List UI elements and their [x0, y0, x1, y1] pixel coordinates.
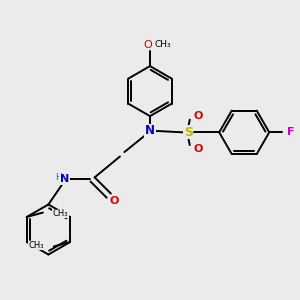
- Text: S: S: [184, 126, 193, 139]
- Text: F: F: [287, 127, 294, 137]
- Text: O: O: [143, 40, 152, 50]
- Text: CH₃: CH₃: [29, 241, 44, 250]
- Text: N: N: [145, 124, 155, 137]
- Text: CH₃: CH₃: [53, 209, 68, 218]
- Text: O: O: [193, 143, 203, 154]
- Text: O: O: [110, 196, 119, 206]
- Text: N: N: [60, 174, 69, 184]
- Text: CH₃: CH₃: [154, 40, 171, 50]
- Text: O: O: [193, 111, 203, 121]
- Text: H: H: [55, 172, 62, 182]
